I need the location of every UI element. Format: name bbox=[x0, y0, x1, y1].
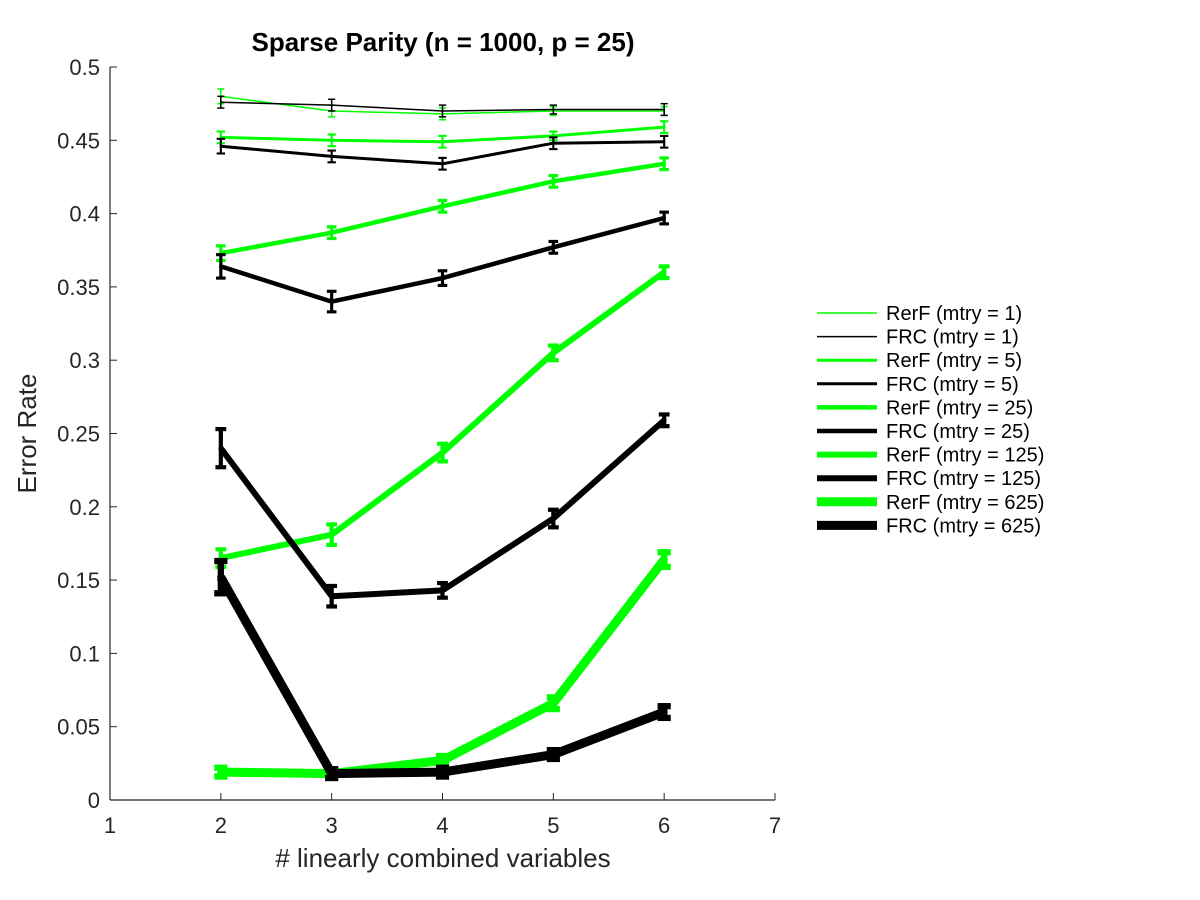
y-tick-label: 0.4 bbox=[69, 202, 100, 227]
data-point bbox=[219, 144, 223, 148]
series-5 bbox=[216, 156, 669, 263]
legend-entry: FRC (mtry = 125) bbox=[817, 468, 1041, 490]
data-point bbox=[329, 593, 335, 599]
series-2 bbox=[217, 95, 668, 118]
legend-label: FRC (mtry = 125) bbox=[886, 468, 1041, 490]
data-point bbox=[662, 216, 666, 220]
y-tick-label: 0.3 bbox=[69, 348, 100, 373]
series-6 bbox=[216, 210, 669, 314]
data-point bbox=[660, 708, 668, 716]
data-point bbox=[441, 140, 444, 143]
y-tick-label: 0.2 bbox=[69, 495, 100, 520]
series-line bbox=[220, 215, 665, 304]
y-axis-label: Error Rate bbox=[12, 374, 42, 494]
data-point bbox=[218, 445, 224, 451]
data-point bbox=[440, 450, 445, 455]
legend-label: RerF (mtry = 5) bbox=[886, 350, 1022, 372]
x-tick-label: 3 bbox=[326, 813, 338, 838]
series-10 bbox=[214, 557, 671, 782]
data-point bbox=[550, 350, 556, 356]
legend-label: FRC (mtry = 25) bbox=[886, 421, 1030, 443]
legend-entry: FRC (mtry = 25) bbox=[817, 421, 1030, 443]
y-tick-label: 0.25 bbox=[57, 422, 100, 447]
legend-entry: RerF (mtry = 125) bbox=[817, 445, 1044, 467]
y-tick-label: 0.35 bbox=[57, 275, 100, 300]
data-point bbox=[330, 104, 333, 106]
legend-entry: RerF (mtry = 25) bbox=[817, 397, 1033, 419]
x-axis-label: # linearly combined variables bbox=[275, 843, 610, 873]
legend-label: RerF (mtry = 25) bbox=[886, 397, 1033, 419]
data-point bbox=[440, 276, 445, 280]
legend: RerF (mtry = 1)FRC (mtry = 1)RerF (mtry … bbox=[812, 288, 1102, 537]
data-point bbox=[661, 269, 667, 275]
legend-label: RerF (mtry = 1) bbox=[886, 303, 1022, 325]
y-tick-label: 0.45 bbox=[57, 128, 100, 153]
data-point bbox=[330, 155, 333, 158]
data-point bbox=[329, 230, 334, 235]
data-point bbox=[662, 161, 666, 166]
data-point bbox=[441, 110, 444, 112]
data-point bbox=[330, 139, 333, 142]
legend-box bbox=[812, 288, 1102, 532]
legend-label: RerF (mtry = 125) bbox=[886, 445, 1044, 467]
data-point bbox=[549, 699, 557, 707]
legend-entry: RerF (mtry = 625) bbox=[817, 492, 1044, 514]
data-point bbox=[552, 108, 555, 111]
data-point bbox=[217, 768, 225, 776]
data-point bbox=[551, 245, 556, 250]
legend-label: RerF (mtry = 625) bbox=[886, 492, 1044, 514]
data-point bbox=[549, 750, 557, 759]
data-point bbox=[219, 264, 223, 269]
data-point bbox=[662, 125, 666, 129]
data-point bbox=[440, 587, 445, 593]
x-tick-label: 2 bbox=[215, 813, 227, 838]
y-tick-label: 0 bbox=[88, 788, 100, 813]
axes: 1 2 3 4 5 6 7 0 0.05 0.1 0.15 0.2 0.25 0.3 0.35 0.4 0.45… bbox=[57, 55, 781, 838]
legend-entry: RerF (mtry = 5) bbox=[817, 350, 1022, 372]
series-4 bbox=[216, 134, 669, 171]
data-point bbox=[217, 573, 225, 581]
x-tick-label: 1 bbox=[104, 813, 116, 838]
data-point bbox=[438, 756, 447, 765]
legend-label: FRC (mtry = 1) bbox=[886, 327, 1019, 349]
series-line bbox=[216, 574, 666, 779]
data-point bbox=[441, 162, 444, 165]
data-point bbox=[661, 417, 667, 423]
legend-label: FRC (mtry = 625) bbox=[886, 515, 1041, 537]
series-line bbox=[220, 269, 666, 562]
y-tick-label: 0.05 bbox=[57, 715, 100, 740]
data-point bbox=[329, 532, 335, 538]
legend-entry: FRC (mtry = 5) bbox=[817, 374, 1019, 396]
data-point bbox=[438, 768, 447, 776]
x-tick-label: 6 bbox=[658, 813, 670, 838]
series-3 bbox=[216, 120, 669, 149]
y-tick-label: 0.1 bbox=[69, 641, 100, 666]
x-tick-label: 7 bbox=[769, 813, 781, 838]
data-point bbox=[660, 555, 668, 564]
data-point bbox=[552, 142, 555, 145]
data-point bbox=[220, 101, 222, 103]
chart-title: Sparse Parity (n = 1000, p = 25) bbox=[252, 27, 635, 57]
legend-label: FRC (mtry = 5) bbox=[886, 374, 1019, 396]
series-8 bbox=[215, 412, 670, 609]
plot-series bbox=[214, 88, 671, 782]
data-point bbox=[551, 179, 556, 184]
series-7 bbox=[215, 264, 670, 570]
x-tick-label: 4 bbox=[436, 813, 448, 838]
data-point bbox=[663, 108, 665, 111]
legend-entry: FRC (mtry = 625) bbox=[817, 515, 1041, 537]
legend-entry: RerF (mtry = 1) bbox=[817, 303, 1022, 325]
x-tick-label: 5 bbox=[547, 813, 559, 838]
data-point bbox=[329, 299, 334, 304]
data-point bbox=[550, 516, 556, 521]
data-point bbox=[328, 770, 336, 778]
y-tick-label: 0.5 bbox=[69, 55, 100, 80]
y-tick-label: 0.15 bbox=[57, 568, 100, 593]
data-point bbox=[440, 204, 445, 209]
legend-entry: FRC (mtry = 1) bbox=[817, 327, 1019, 349]
data-point bbox=[662, 140, 666, 143]
